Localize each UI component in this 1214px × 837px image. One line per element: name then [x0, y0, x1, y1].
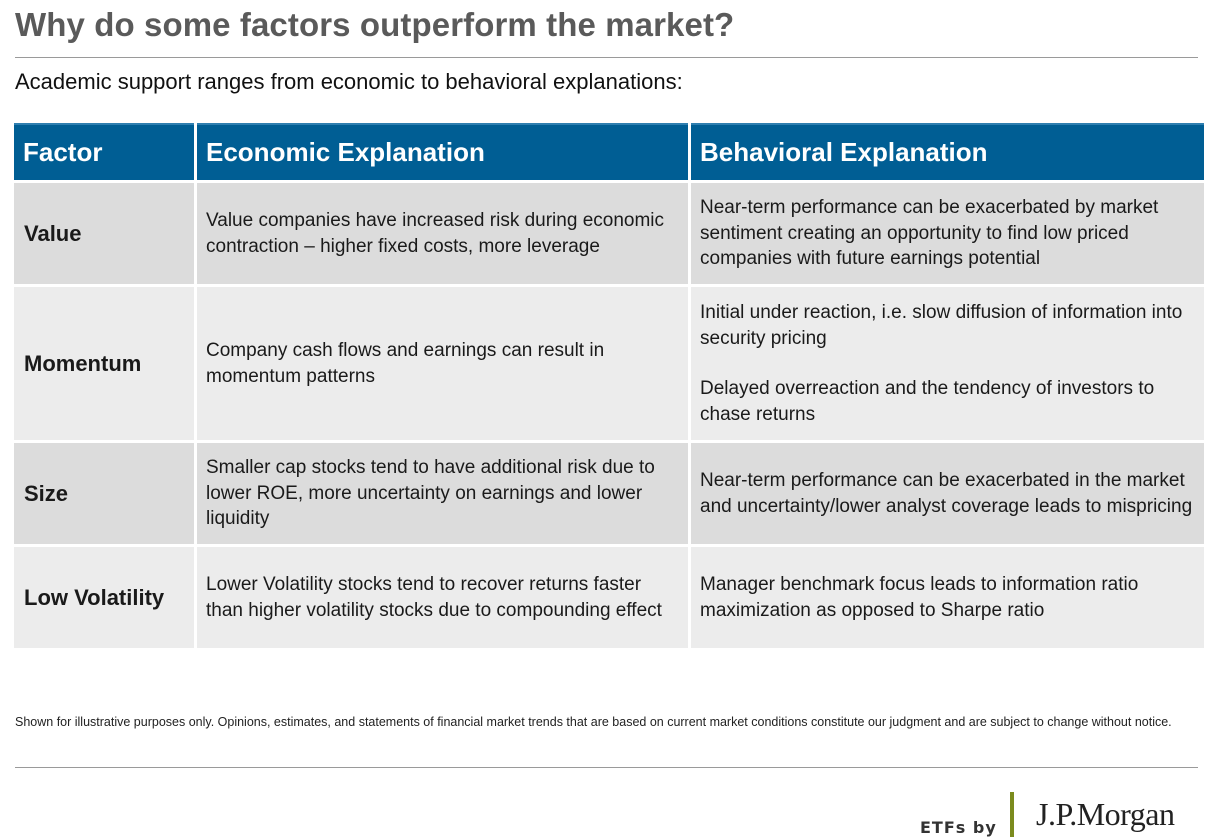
header-behavioral: Behavioral Explanation	[691, 123, 1204, 180]
factor-size: Size	[14, 443, 194, 544]
header-economic: Economic Explanation	[197, 123, 688, 180]
economic-momentum: Company cash flows and earnings can resu…	[197, 287, 688, 440]
factor-momentum: Momentum	[14, 287, 194, 440]
economic-low-volatility: Lower Volatility stocks tend to recover …	[197, 547, 688, 648]
etfs-by-label: ETFs by	[920, 818, 997, 837]
factor-value: Value	[14, 183, 194, 284]
logo-divider-bar	[1010, 792, 1014, 837]
behavioral-momentum-p2: Delayed overreaction and the tendency of…	[700, 378, 1155, 425]
behavioral-value: Near-term performance can be exacerbated…	[691, 183, 1204, 284]
disclaimer: Shown for illustrative purposes only. Op…	[15, 715, 1172, 729]
footer-divider	[15, 767, 1198, 768]
behavioral-momentum-p1: Initial under reaction, i.e. slow diffus…	[700, 302, 1183, 349]
page-title: Why do some factors outperform the marke…	[15, 6, 735, 43]
title-divider	[15, 57, 1198, 58]
jpmorgan-logo: J.P.Morgan	[1036, 796, 1175, 832]
page-subtitle: Academic support ranges from economic to…	[15, 69, 683, 94]
behavioral-momentum: Initial under reaction, i.e. slow diffus…	[691, 287, 1204, 440]
header-factor: Factor	[14, 123, 194, 180]
factor-low-volatility: Low Volatility	[14, 547, 194, 648]
behavioral-low-volatility: Manager benchmark focus leads to informa…	[691, 547, 1204, 648]
factor-table: Factor Economic Explanation Behavioral E…	[14, 123, 1204, 648]
economic-size: Smaller cap stocks tend to have addition…	[197, 443, 688, 544]
economic-value: Value companies have increased risk duri…	[197, 183, 688, 284]
behavioral-size: Near-term performance can be exacerbated…	[691, 443, 1204, 544]
